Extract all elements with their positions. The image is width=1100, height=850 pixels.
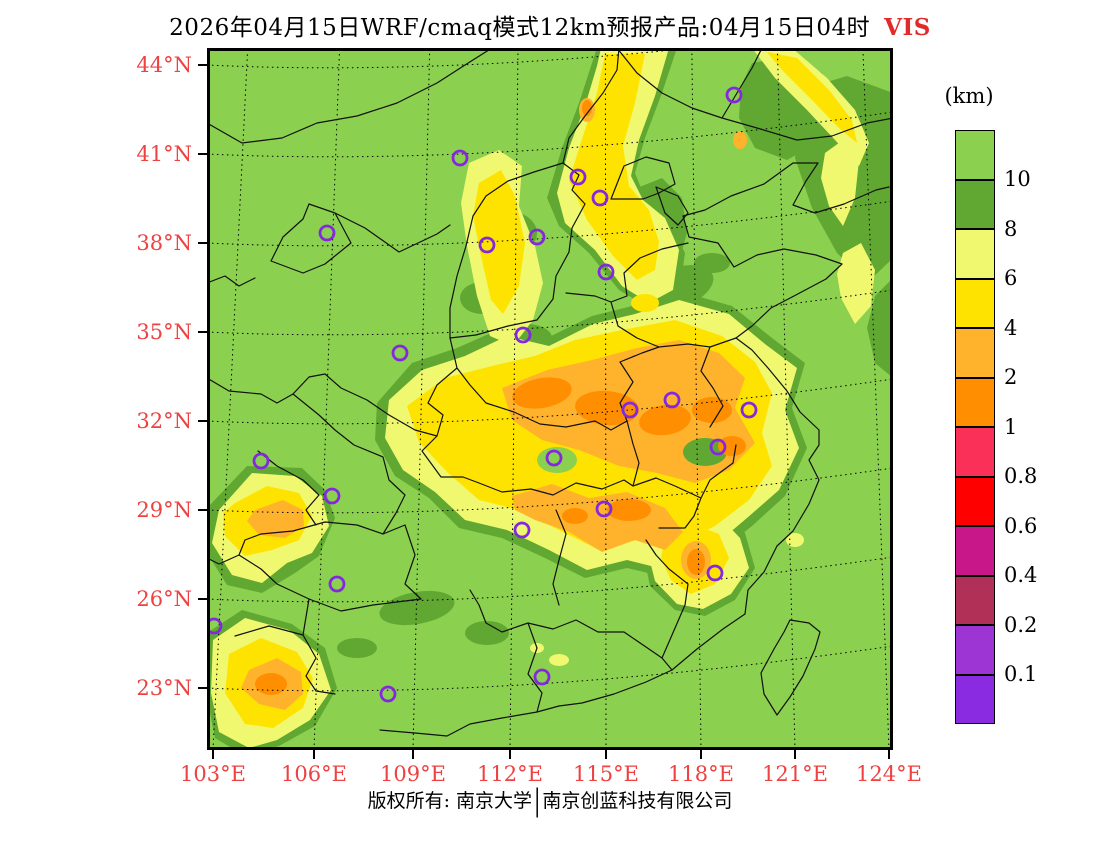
lon-tick — [794, 750, 796, 759]
legend-swatch-4 — [955, 328, 995, 378]
legend-swatch-8 — [955, 526, 995, 576]
legend-swatch-7 — [955, 476, 995, 526]
legend-tick-8: 8 — [1004, 217, 1018, 241]
province-borders — [207, 48, 893, 737]
lat-label-26n: 26°N — [136, 587, 192, 611]
lon-label-106e: 106°E — [281, 762, 347, 786]
legend-tick-6: 6 — [1004, 266, 1018, 290]
title-variable-tag: VIS — [884, 14, 931, 41]
legend-swatch-3 — [955, 278, 995, 328]
coastline — [379, 162, 890, 737]
lon-tick — [313, 750, 315, 759]
lat-label-23n: 23°N — [136, 676, 192, 700]
lon-label-124e: 124°E — [856, 762, 922, 786]
lon-label-121e: 121°E — [762, 762, 828, 786]
lat-tick — [198, 509, 207, 511]
lon-tick — [700, 750, 702, 759]
lat-label-32n: 32°N — [136, 409, 192, 433]
legend-swatch-0 — [955, 130, 995, 180]
lon-label-112e: 112°E — [477, 762, 543, 786]
lon-tick — [212, 750, 214, 759]
taiwan-outline — [760, 619, 821, 716]
lat-tick — [198, 420, 207, 422]
legend-swatch-11 — [955, 674, 995, 724]
lon-label-109e: 109°E — [380, 762, 446, 786]
legend-swatch-5 — [955, 377, 995, 427]
legend-unit-label: (km) — [944, 84, 994, 108]
lat-tick — [198, 687, 207, 689]
copyright-right: 南京创蓝科技有限公司 — [542, 790, 733, 812]
page-title: 2026年04月15日WRF/cmaq模式12km预报产品:04月15日04时 V… — [0, 8, 1100, 42]
map-layer-1-2km — [255, 100, 746, 695]
copyright-separator: | — [534, 783, 541, 819]
copyright-footer: 版权所有: 南京大学 | 南京创蓝科技有限公司 — [0, 784, 1100, 818]
legend-tick-4: 4 — [1004, 316, 1018, 340]
graticule-grid — [207, 48, 893, 750]
legend-tick-10: 10 — [1004, 167, 1031, 191]
yangtze-borders — [421, 420, 737, 529]
lat-tick — [198, 153, 207, 155]
lat-tick — [198, 598, 207, 600]
lon-label-103e: 103°E — [180, 762, 246, 786]
central-borders — [207, 242, 737, 437]
north-borders — [207, 48, 893, 164]
map-frame-border — [207, 48, 893, 750]
south-borders — [207, 393, 689, 713]
lat-tick — [198, 64, 207, 66]
lon-label-115e: 115°E — [573, 762, 639, 786]
legend-tick-0p8: 0.8 — [1004, 464, 1038, 488]
lat-label-41n: 41°N — [136, 142, 192, 166]
lon-label-118e: 118°E — [668, 762, 734, 786]
copyright-left: 版权所有: 南京大学 — [367, 790, 533, 812]
lat-tick — [198, 242, 207, 244]
lat-label-38n: 38°N — [136, 231, 192, 255]
lat-tick — [198, 331, 207, 333]
city-markers — [207, 86, 758, 703]
legend-swatch-10 — [955, 625, 995, 675]
legend-swatch-2 — [955, 229, 995, 279]
legend-tick-1: 1 — [1004, 415, 1018, 439]
legend-tick-0p4: 0.4 — [1004, 563, 1038, 587]
lat-label-29n: 29°N — [136, 498, 192, 522]
legend-tick-0p1: 0.1 — [1004, 662, 1038, 686]
legend-tick-0p2: 0.2 — [1004, 613, 1038, 637]
lon-tick — [509, 750, 511, 759]
lon-tick — [888, 750, 890, 759]
legend-tick-2: 2 — [1004, 365, 1018, 389]
lon-tick — [605, 750, 607, 759]
legend-tick-0p6: 0.6 — [1004, 514, 1038, 538]
lon-tick — [412, 750, 414, 759]
legend-swatch-1 — [955, 179, 995, 229]
legend-swatch-9 — [955, 575, 995, 625]
lat-label-44n: 44°N — [136, 53, 192, 77]
forecast-map — [207, 48, 893, 750]
title-main: 2026年04月15日WRF/cmaq模式12km预报产品:04月15日04时 — [169, 15, 871, 41]
legend-swatch-6 — [955, 427, 995, 477]
lat-label-35n: 35°N — [136, 320, 192, 344]
